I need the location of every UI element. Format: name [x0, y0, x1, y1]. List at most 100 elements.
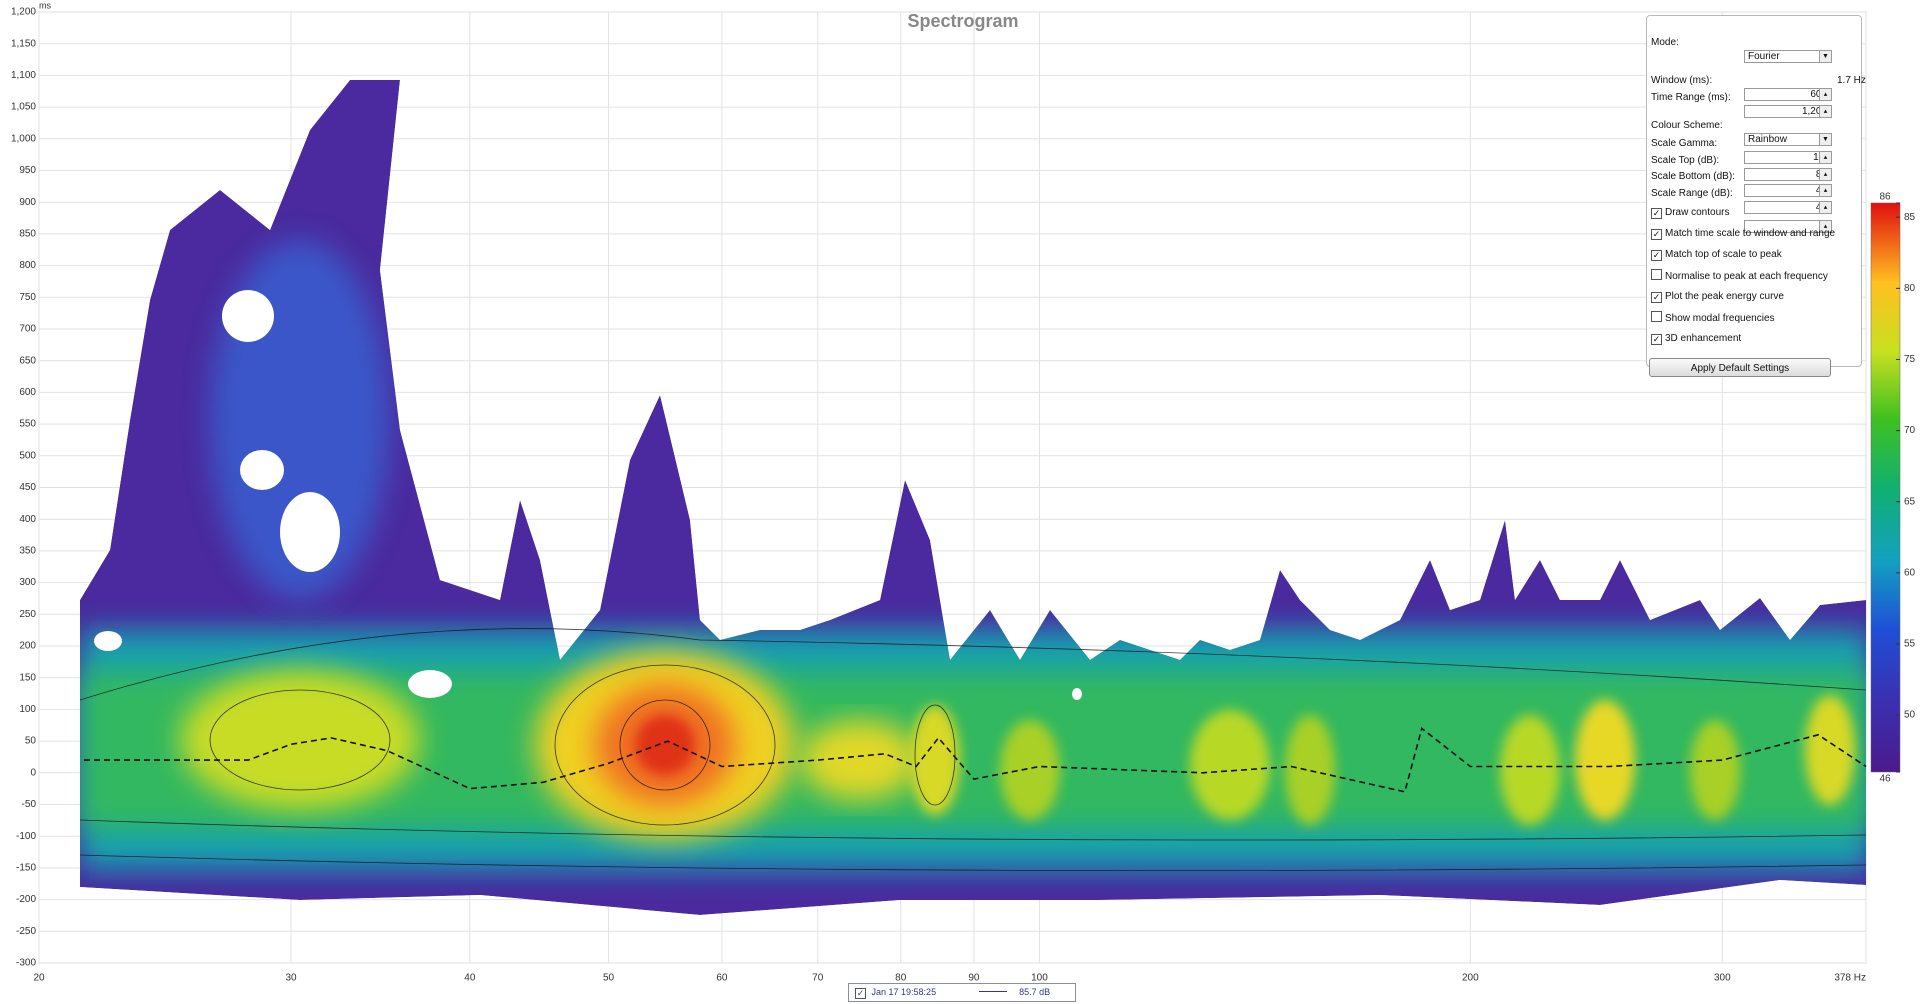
- setting-value: 1,200: [1801, 106, 1827, 117]
- spin-arrow[interactable]: ▼: [1819, 134, 1831, 145]
- setting-row: Scale Gamma: 1.0▴: [1651, 137, 1861, 164]
- checkbox[interactable]: ✓: [1651, 292, 1662, 303]
- x-tick-label: 50: [603, 973, 615, 984]
- y-tick-label: 50: [25, 736, 37, 747]
- y-tick-label: 250: [19, 609, 36, 620]
- spin-arrow[interactable]: ▴: [1819, 185, 1831, 196]
- spin-arrow[interactable]: ▴: [1819, 202, 1831, 213]
- legend: ✓ Jan 17 19:58:25 85.7 dB: [848, 983, 1076, 1002]
- colour-tick-label: 65: [1904, 496, 1916, 507]
- y-tick-label: 800: [19, 260, 36, 271]
- setting-row: Mode: Fourier ▼: [1651, 36, 1861, 63]
- setting-row: Scale Range (dB): 40▴: [1651, 187, 1861, 214]
- spin-arrow[interactable]: ▴: [1819, 89, 1831, 100]
- x-tick-label: 40: [464, 973, 476, 984]
- setting-label: Colour Scheme:: [1651, 120, 1723, 131]
- checkbox-label: Plot the peak energy curve: [1665, 291, 1784, 302]
- checkbox-row: Normalise to peak at each frequency: [1651, 269, 1828, 283]
- checkbox-row: ✓ 3D enhancement: [1651, 332, 1741, 346]
- y-tick-label: 450: [19, 482, 36, 493]
- y-tick-label: -200: [16, 894, 36, 905]
- y-tick-label: 600: [19, 387, 36, 398]
- x-tick-label: 70: [812, 973, 824, 984]
- setting-row: Scale Bottom (dB): 46▴: [1651, 170, 1861, 197]
- spin-box[interactable]: 46▴: [1744, 184, 1832, 197]
- spin-box[interactable]: 40▴: [1744, 201, 1832, 214]
- spin-arrow[interactable]: ▴: [1819, 152, 1831, 163]
- x-tick-label: 100: [1031, 973, 1048, 984]
- legend-line: [978, 991, 1007, 992]
- setting-row: ✓Draw contours 5▴: [1651, 206, 1861, 233]
- dropdown[interactable]: Fourier ▼: [1744, 50, 1832, 63]
- peak-energy-curve: [84, 727, 1867, 793]
- y-axis-label: ms: [39, 0, 51, 10]
- checkbox-label: Normalise to peak at each frequency: [1665, 271, 1828, 282]
- spin-box[interactable]: 1.0▴: [1744, 151, 1832, 164]
- legend-name: Jan 17 19:58:25: [871, 987, 937, 997]
- y-tick-label: 300: [19, 577, 36, 588]
- y-tick-label: 1,000: [11, 133, 36, 144]
- checkbox[interactable]: [1651, 311, 1662, 322]
- checkbox[interactable]: ✓: [1651, 229, 1662, 240]
- spin-box[interactable]: 86▴: [1744, 168, 1832, 181]
- checkbox-label: 3D enhancement: [1665, 333, 1742, 344]
- setting-value: Rainbow: [1748, 134, 1787, 145]
- checkbox[interactable]: ✓: [1651, 334, 1662, 345]
- spin-box[interactable]: 600▴: [1744, 88, 1832, 101]
- y-tick-label: 1,150: [11, 38, 36, 49]
- checkbox[interactable]: [1651, 269, 1662, 280]
- colour-tick-label: 60: [1904, 567, 1916, 578]
- y-tick-label: -100: [16, 831, 36, 842]
- setting-value: 600: [1810, 89, 1827, 100]
- colour-tick-label: 80: [1904, 283, 1916, 294]
- y-tick-label: 550: [19, 419, 36, 430]
- colour-tick-label: 50: [1904, 710, 1916, 721]
- spin-arrow[interactable]: ▴: [1819, 221, 1831, 232]
- y-tick-label: -300: [16, 958, 36, 969]
- y-tick-label: 700: [19, 324, 36, 335]
- checkbox[interactable]: ✓: [1651, 250, 1662, 261]
- spin-box[interactable]: 1,200 ▴: [1744, 105, 1832, 118]
- y-tick-label: 900: [19, 197, 36, 208]
- x-tick-label: 60: [716, 973, 728, 984]
- y-tick-label: 950: [19, 165, 36, 176]
- y-tick-label: 100: [19, 704, 36, 715]
- setting-label: Time Range (ms):: [1651, 92, 1731, 103]
- x-tick-label: 20: [33, 973, 45, 984]
- y-tick-label: 750: [19, 292, 36, 303]
- legend-value: 85.7 dB: [1019, 987, 1051, 997]
- y-tick-label: -250: [16, 926, 36, 937]
- setting-label: Scale Bottom (dB):: [1651, 171, 1735, 182]
- setting-value: Fourier: [1748, 51, 1780, 62]
- x-tick-label: 378 Hz: [1834, 973, 1866, 984]
- x-tick-label: 90: [968, 973, 980, 984]
- setting-suffix: 1.7 Hz: [1837, 75, 1866, 86]
- checkbox[interactable]: ✓: [1651, 208, 1662, 219]
- spin-arrow[interactable]: ▼: [1819, 51, 1831, 62]
- spin-arrow[interactable]: ▴: [1819, 169, 1831, 180]
- setting-label: Window (ms):: [1651, 75, 1713, 86]
- dropdown[interactable]: Rainbow ▼: [1744, 133, 1832, 146]
- checkbox-row: ✓ Match top of scale to peak: [1651, 248, 1782, 262]
- setting-row: Time Range (ms): 1,200 ▴: [1651, 91, 1861, 118]
- y-tick-label: 1,200: [11, 7, 36, 18]
- y-tick-label: 150: [19, 672, 36, 683]
- x-tick-label: 80: [895, 973, 907, 984]
- x-tick-label: 200: [1462, 973, 1479, 984]
- colour-tick-label: 70: [1904, 425, 1916, 436]
- setting-label: Scale Gamma:: [1651, 138, 1718, 149]
- checkbox-row: Show modal frequencies: [1651, 311, 1775, 325]
- legend-checkbox[interactable]: ✓: [855, 988, 866, 999]
- setting-label: Draw contours: [1665, 207, 1730, 218]
- apply-default-button[interactable]: Apply Default Settings: [1649, 358, 1831, 377]
- colour-tick-label: 75: [1904, 354, 1916, 365]
- settings-panel: Mode:Fourier▼Window (ms):600▴1.7 HzTime …: [1646, 15, 1866, 377]
- spin-box[interactable]: 5▴: [1744, 220, 1832, 233]
- setting-label: Scale Top (dB):: [1651, 155, 1720, 166]
- setting-row: Scale Top (dB): 86▴: [1651, 154, 1861, 181]
- y-tick-label: -150: [16, 863, 36, 874]
- x-tick-label: 300: [1714, 973, 1731, 984]
- y-tick-label: 850: [19, 229, 36, 240]
- spin-arrow[interactable]: ▴: [1819, 106, 1831, 117]
